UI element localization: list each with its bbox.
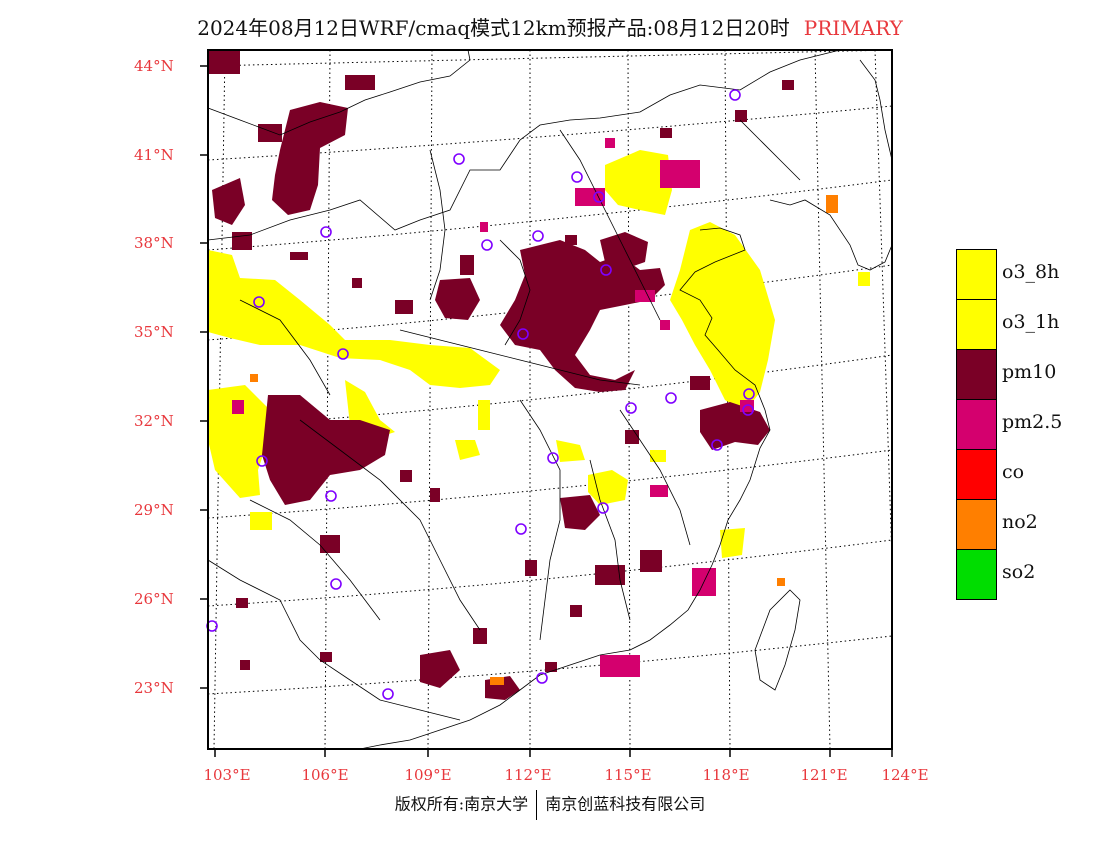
legend-swatch [956, 349, 997, 400]
lon-tick-label: 115°E [604, 766, 652, 784]
lon-tick-label: 118°E [702, 766, 750, 784]
station-marker [536, 672, 548, 684]
pollution-field [208, 50, 870, 700]
station-marker [515, 523, 527, 535]
copyright-company: 南京创蓝科技有限公司 [545, 794, 706, 814]
station-marker [453, 153, 465, 165]
legend-swatch [956, 549, 997, 600]
legend-swatch [956, 499, 997, 550]
lat-tick-label: 38°N [134, 234, 174, 252]
legend-item-o3-8h: o3_8h [956, 249, 1100, 300]
station-marker [625, 402, 637, 414]
station-marker [597, 502, 609, 514]
copyright-owner: 版权所有:南京大学 [394, 794, 529, 814]
lon-tick-label: 103°E [203, 766, 251, 784]
map-title: 2024年08月12日WRF/cmaq模式12km预报产品:08月12日20时 P… [0, 12, 1100, 41]
lon-tick-label: 121°E [800, 766, 848, 784]
primary-tag: PRIMARY [803, 16, 903, 40]
lat-tick-label: 44°N [134, 57, 174, 75]
lat-tick-label: 41°N [134, 146, 174, 164]
station-marker [532, 230, 544, 242]
pollutant-legend: o3_8h o3_1h pm10 pm2.5 co no2 so2 [956, 249, 1100, 600]
lon-tick-label: 106°E [301, 766, 349, 784]
station-marker [481, 239, 493, 251]
station-marker [593, 191, 605, 203]
legend-item-pm10: pm10 [956, 349, 1100, 400]
lon-tick-label: 124°E [881, 766, 929, 784]
station-marker [325, 490, 337, 502]
station-marker [256, 455, 268, 467]
tick-marks [200, 65, 893, 757]
footer-divider [536, 790, 538, 820]
legend-label: pm2.5 [1002, 411, 1063, 433]
legend-item-co: co [956, 449, 1100, 500]
legend-label: o3_8h [1002, 261, 1060, 283]
station-marker [330, 578, 342, 590]
station-marker [600, 264, 612, 276]
copyright-footer: 版权所有:南京大学 南京创蓝科技有限公司 [0, 790, 1100, 820]
station-marker [743, 388, 755, 400]
station-marker [320, 226, 332, 238]
legend-swatch [956, 449, 997, 500]
legend-item-pm2-5: pm2.5 [956, 399, 1100, 450]
legend-item-o3-1h: o3_1h [956, 299, 1100, 350]
legend-label: pm10 [1002, 361, 1057, 383]
legend-label: co [1002, 461, 1025, 483]
lat-tick-label: 35°N [134, 323, 174, 341]
lon-tick-label: 109°E [404, 766, 452, 784]
station-markers [206, 89, 755, 700]
lat-tick-label: 26°N [134, 590, 174, 608]
lon-tick-label: 112°E [504, 766, 552, 784]
station-marker [337, 348, 349, 360]
legend-swatch [956, 399, 997, 450]
legend-swatch [956, 249, 997, 300]
lat-tick-label: 29°N [134, 501, 174, 519]
station-marker [742, 404, 754, 416]
lat-tick-label: 23°N [134, 679, 174, 697]
legend-item-no2: no2 [956, 499, 1100, 550]
lat-tick-label: 32°N [134, 412, 174, 430]
station-marker [517, 328, 529, 340]
legend-item-so2: so2 [956, 549, 1100, 600]
legend-swatch [956, 299, 997, 350]
title-text: 2024年08月12日WRF/cmaq模式12km预报产品:08月12日20时 [197, 16, 790, 40]
station-marker [711, 439, 723, 451]
plot-frame [207, 49, 893, 750]
legend-label: no2 [1002, 511, 1038, 533]
station-marker [729, 89, 741, 101]
station-marker [665, 392, 677, 404]
station-marker [382, 688, 394, 700]
station-marker [571, 171, 583, 183]
boundaries [207, 49, 893, 750]
station-marker [253, 296, 265, 308]
station-marker [547, 452, 559, 464]
legend-label: so2 [1002, 561, 1036, 583]
legend-label: o3_1h [1002, 311, 1060, 333]
